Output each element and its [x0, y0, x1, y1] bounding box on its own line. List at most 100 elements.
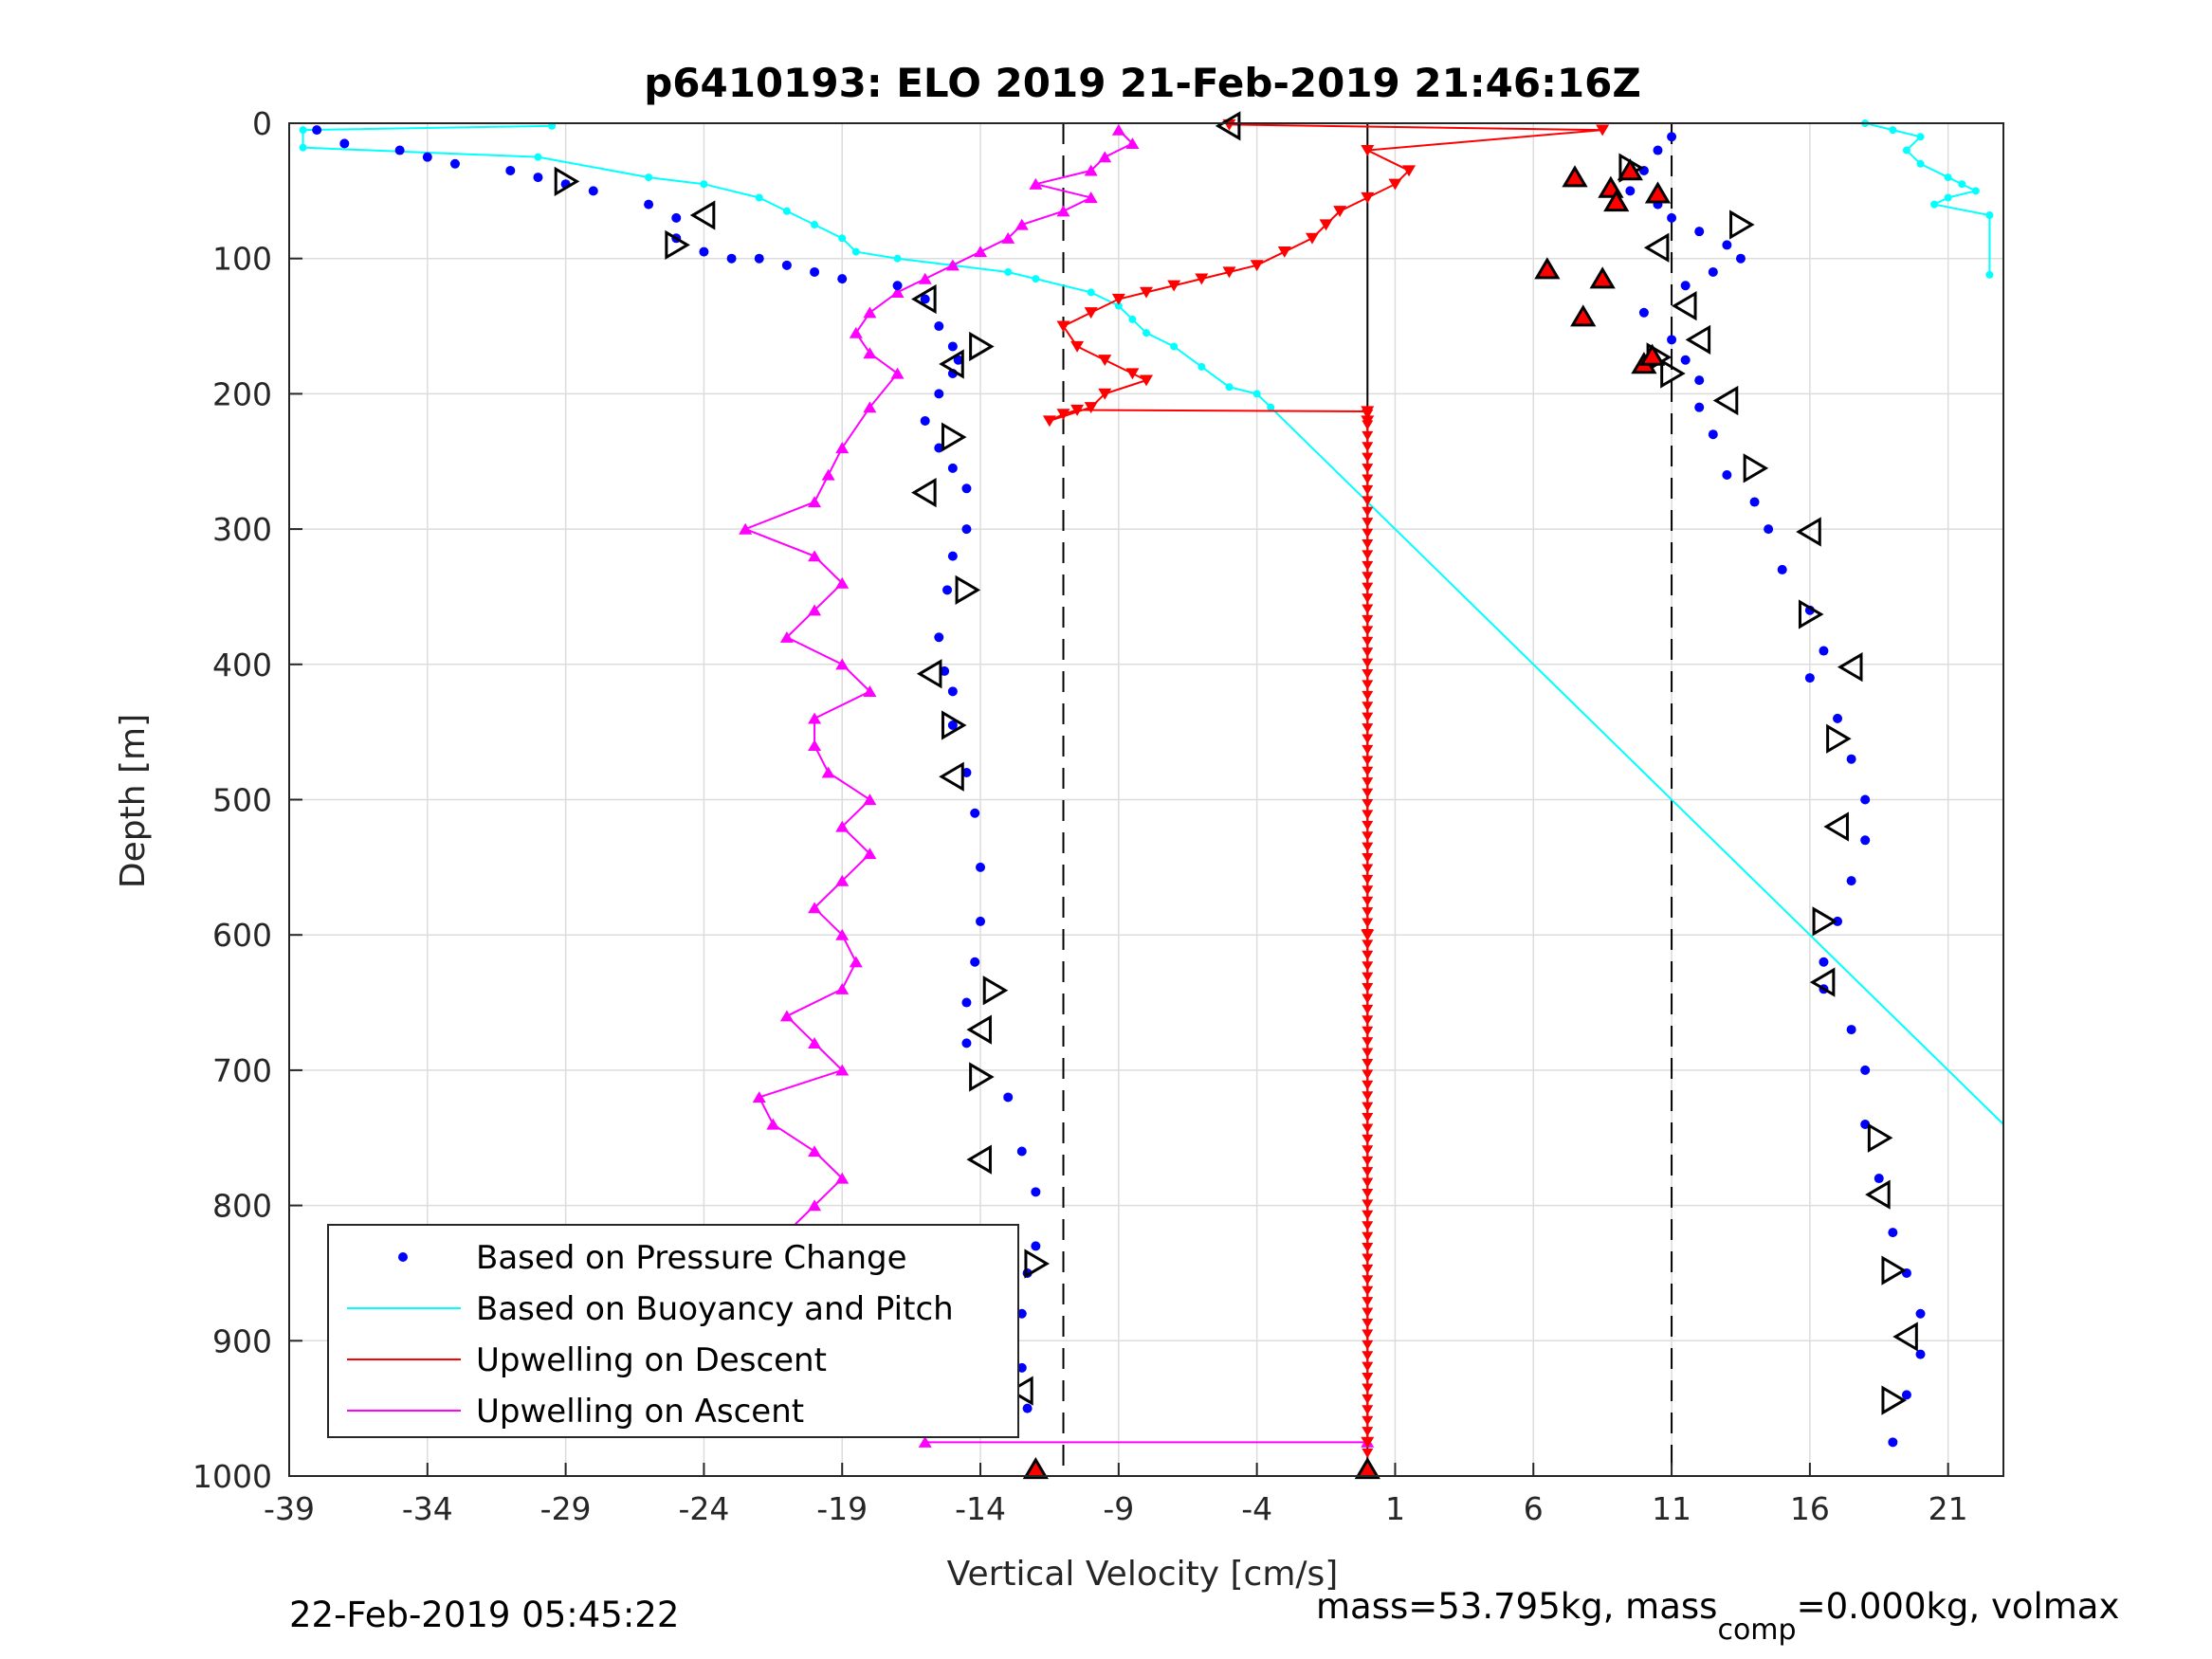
buoyancy-ascent-point	[1916, 133, 1925, 141]
x-tick-label: -24	[678, 1490, 729, 1527]
upwelling-ascent-marker	[835, 442, 850, 454]
upwelling-descent-marker	[1362, 1373, 1374, 1383]
upwelling-descent-marker	[1362, 734, 1374, 744]
upwelling-descent-marker	[1402, 165, 1417, 177]
turn-marker	[916, 659, 942, 689]
upwelling-descent-marker	[1362, 1361, 1374, 1372]
upwelling-descent-marker	[1362, 1037, 1374, 1048]
footer-mass-info: mass=53.795kg, masscomp=0.000kg, volmax	[1316, 1586, 2119, 1647]
upwelling-ascent-marker	[779, 630, 794, 643]
pressure-descent-point	[942, 585, 953, 595]
upwelling-descent-marker	[1362, 874, 1374, 885]
pressure-ascent-point	[1749, 497, 1760, 507]
upwelling-descent-marker	[1362, 1394, 1374, 1405]
turn-marker	[1881, 1255, 1908, 1285]
pressure-descent-point	[920, 415, 930, 426]
buoyancy-descent-point	[1143, 329, 1150, 337]
highlight-marker	[1022, 1457, 1049, 1480]
upwelling-descent-marker	[1362, 1351, 1374, 1361]
upwelling-descent-marker	[1362, 1275, 1374, 1285]
upwelling-ascent-marker	[1029, 177, 1043, 190]
upwelling-descent-marker	[1362, 636, 1374, 647]
highlight-marker	[1617, 158, 1643, 181]
pressure-descent-point	[671, 212, 682, 223]
turn-marker	[966, 1144, 992, 1175]
upwelling-descent-marker	[1362, 723, 1374, 734]
upwelling-descent-marker	[1362, 896, 1374, 906]
upwelling-descent-marker	[1362, 1285, 1374, 1296]
upwelling-descent-marker	[1362, 464, 1374, 474]
upwelling-descent-marker	[1362, 582, 1374, 592]
upwelling-descent-marker	[1362, 680, 1374, 690]
upwelling-descent-marker	[1362, 1080, 1374, 1090]
x-tick-label: 21	[1929, 1490, 1968, 1527]
pressure-ascent-point	[1638, 307, 1649, 318]
upwelling-descent-marker	[1362, 430, 1374, 442]
upwelling-descent-marker	[1362, 1437, 1374, 1448]
upwelling-descent-marker	[1362, 1134, 1374, 1145]
upwelling-descent-marker	[1362, 1318, 1374, 1329]
turn-marker	[1812, 906, 1838, 937]
pressure-descent-point	[1031, 1187, 1041, 1197]
x-tick-label: -19	[816, 1490, 868, 1527]
x-tick-label: 11	[1652, 1490, 1691, 1527]
pressure-descent-point	[934, 443, 944, 453]
upwelling-ascent-marker	[821, 468, 835, 481]
upwelling-descent-marker	[1362, 572, 1374, 582]
y-tick-label: 200	[212, 375, 272, 412]
turn-marker	[969, 331, 995, 362]
pressure-descent-point	[754, 253, 764, 264]
turn-marker	[911, 283, 937, 315]
upwelling-descent-marker	[1362, 518, 1374, 528]
pressure-descent-point	[449, 158, 460, 169]
upwelling-descent-marker	[1362, 506, 1374, 517]
pressure-ascent-point	[1722, 240, 1732, 250]
upwelling-descent-marker	[1362, 420, 1374, 430]
upwelling-ascent-marker	[1084, 191, 1098, 204]
buoyancy-descent-point	[1267, 403, 1275, 411]
buoyancy-descent-point	[755, 193, 763, 202]
upwelling-ascent-marker	[808, 496, 822, 508]
buoyancy-descent-point	[1087, 288, 1095, 297]
y-ticks: 0 100 200 300 400 500 600 700 800 900 1000	[192, 105, 302, 1495]
upwelling-descent-marker	[1362, 1405, 1374, 1415]
upwelling-ascent-marker	[835, 576, 850, 589]
upwelling-descent-marker	[1362, 1167, 1374, 1177]
chart-title: p6410193: ELO 2019 21-Feb-2019 21:46:16Z	[644, 60, 1641, 106]
pressure-descent-point	[1016, 1146, 1027, 1157]
upwelling-descent-marker	[1362, 756, 1374, 766]
pressure-ascent-point	[1819, 957, 1829, 967]
turn-marker	[665, 229, 690, 261]
y-tick-label: 0	[252, 105, 272, 142]
turn-marker	[1215, 111, 1241, 141]
upwelling-ascent-marker	[945, 259, 960, 271]
upwelling-descent-marker	[1362, 831, 1374, 842]
x-axis-label: Vertical Velocity [cm/s]	[947, 1555, 1339, 1594]
pressure-ascent-point	[1625, 186, 1636, 196]
upwelling-ascent-marker	[1098, 151, 1112, 163]
upwelling-descent-marker	[1222, 266, 1236, 279]
buoyancy-ascent-point	[1944, 193, 1952, 202]
buoyancy-descent-point	[851, 247, 860, 256]
buoyancy-descent-point	[299, 126, 307, 135]
upwelling-descent-marker	[1362, 1199, 1374, 1210]
footer-mass: mass=53.795kg, mass	[1316, 1586, 1717, 1627]
pressure-descent-point	[961, 524, 972, 535]
pressure-descent-point	[947, 551, 958, 561]
pressure-ascent-point	[1653, 145, 1663, 155]
pressure-ascent-point	[1846, 754, 1856, 764]
pressure-ascent-point	[1804, 673, 1815, 684]
upwelling-descent-marker	[1362, 690, 1374, 702]
pressure-descent-point	[312, 125, 322, 136]
upwelling-descent-marker	[1362, 928, 1374, 939]
upwelling-descent-marker	[1362, 658, 1374, 668]
buoyancy-descent-point	[1032, 275, 1040, 283]
turn-marker	[1796, 517, 1821, 547]
legend-label: Upwelling on Ascent	[476, 1393, 804, 1431]
upwelling-descent-marker	[1362, 452, 1374, 463]
upwelling-ascent-marker	[739, 522, 753, 535]
upwelling-descent-marker	[1362, 939, 1374, 950]
y-tick-label: 800	[212, 1188, 272, 1225]
x-tick-label: -34	[402, 1490, 453, 1527]
